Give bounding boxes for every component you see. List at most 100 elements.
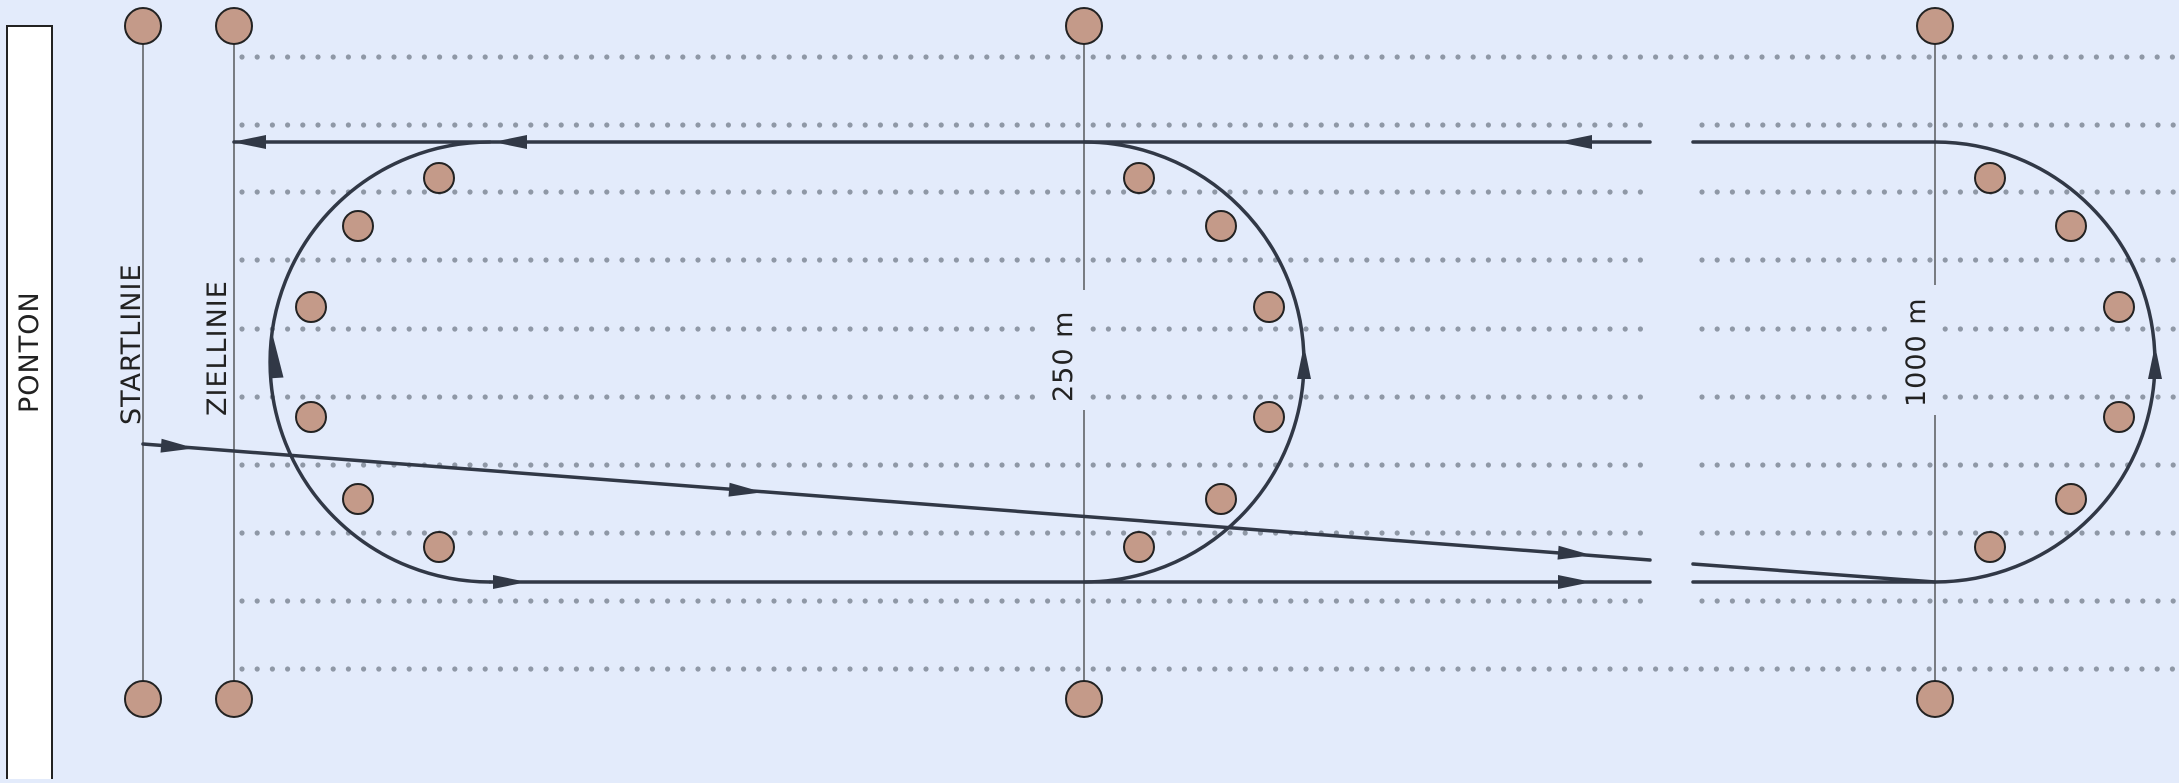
lane-dot <box>239 462 245 468</box>
lane-dot <box>1379 598 1385 604</box>
lane-dot <box>938 257 944 263</box>
lane-dot <box>634 257 640 263</box>
lane-dot <box>1333 598 1339 604</box>
lane-dot <box>2033 598 2039 604</box>
lane-dot <box>877 598 884 604</box>
lane-dot <box>2033 257 2039 263</box>
turn-arc-1000m <box>1933 140 2157 584</box>
lane-dot <box>376 598 382 604</box>
lane-dot <box>239 530 245 536</box>
lane-dot <box>2154 54 2160 60</box>
lane-dot <box>2125 122 2131 128</box>
lane-dot <box>543 326 549 332</box>
lane-dot <box>817 257 823 263</box>
lane-dot <box>847 394 853 400</box>
lane-dot <box>1181 598 1187 604</box>
lane-dot <box>1987 666 1993 672</box>
lane-dot <box>1257 462 1263 468</box>
lane-dot <box>1897 462 1903 468</box>
lane-dot <box>1440 189 1446 195</box>
lane-dot <box>1288 666 1294 672</box>
lane-dot <box>1425 598 1431 604</box>
lane-dot <box>619 326 625 332</box>
lane-dot <box>862 122 868 128</box>
lane-dot <box>239 394 245 400</box>
lane-dot <box>1105 326 1111 332</box>
lane-dot <box>984 666 990 672</box>
lane-dot <box>1227 54 1233 60</box>
lane-dot <box>2049 122 2055 128</box>
arrow-diagonal-start <box>160 438 195 453</box>
lane-dot <box>1805 666 1811 672</box>
lane-dot <box>1745 122 1751 128</box>
lane-dot <box>1988 257 1994 263</box>
lane-dot <box>923 189 929 195</box>
lane-dot <box>756 122 762 128</box>
lane-dot <box>1257 394 1263 400</box>
lane-dot <box>1364 54 1370 60</box>
lane-dot <box>1181 189 1187 195</box>
lane-dot <box>1729 189 1735 195</box>
lane-dot <box>1166 54 1172 60</box>
lane-dot <box>604 394 610 400</box>
lane-dot <box>1440 462 1446 468</box>
lane-dot <box>421 326 427 332</box>
lane-dot <box>1637 666 1643 672</box>
lane-dot <box>1166 598 1172 604</box>
lane-dot <box>1881 666 1887 672</box>
lane-dot <box>1105 462 1111 468</box>
lane-dot <box>1242 257 1248 263</box>
lane-dot <box>1531 326 1537 332</box>
lane-dot <box>1775 122 1781 128</box>
lane-dot <box>1745 189 1751 195</box>
lane-dot <box>893 326 899 332</box>
lane-dot <box>1561 394 1567 400</box>
lane-dot <box>1607 394 1613 400</box>
lane-dot <box>2155 189 2161 195</box>
lane-dot <box>239 257 245 263</box>
lane-dot <box>1637 598 1643 604</box>
buoy <box>2103 401 2135 433</box>
lane-dot <box>695 394 701 400</box>
lane-dot <box>2048 666 2054 672</box>
lane-dot <box>2003 326 2009 332</box>
lane-dot <box>1029 666 1035 672</box>
lane-dot <box>832 122 838 128</box>
lane-dot <box>1090 598 1096 604</box>
lane-dot <box>1379 462 1385 468</box>
lane-dot <box>1653 666 1659 672</box>
lane-dot <box>1881 257 1887 263</box>
lane-dot <box>2094 326 2100 332</box>
lane-dot <box>1546 122 1552 128</box>
lane-dot <box>1881 122 1887 128</box>
lane-dot <box>254 394 260 400</box>
lane-dot <box>680 666 686 672</box>
lane-dot <box>528 598 534 604</box>
lane-dot <box>1440 530 1446 536</box>
lane-dot <box>1546 666 1552 672</box>
lane-dot <box>1364 462 1370 468</box>
lane-dot <box>543 257 549 263</box>
lane-dot <box>1394 462 1400 468</box>
lane-dot <box>1821 189 1827 195</box>
lane-dot <box>1973 326 1979 332</box>
lane-dot <box>680 54 686 60</box>
lane-dot <box>513 189 519 195</box>
lane-dot <box>938 54 944 60</box>
lane-dot <box>1790 257 1796 263</box>
lane-dot <box>1516 54 1522 60</box>
lane-dot <box>1729 257 1735 263</box>
lane-dot <box>1029 189 1035 195</box>
lane-dot <box>771 122 777 128</box>
lane-dot <box>528 394 534 400</box>
lane-dot <box>938 598 944 604</box>
lane-dot <box>345 122 351 128</box>
buoy <box>2103 291 2135 323</box>
lane-dot <box>1821 122 1827 128</box>
lane-dot <box>786 598 792 604</box>
lane-dot <box>1745 326 1751 332</box>
lane-dot <box>756 394 762 400</box>
lane-dot <box>1957 326 1963 332</box>
lane-dot <box>832 54 838 60</box>
lane-dot <box>619 122 625 128</box>
